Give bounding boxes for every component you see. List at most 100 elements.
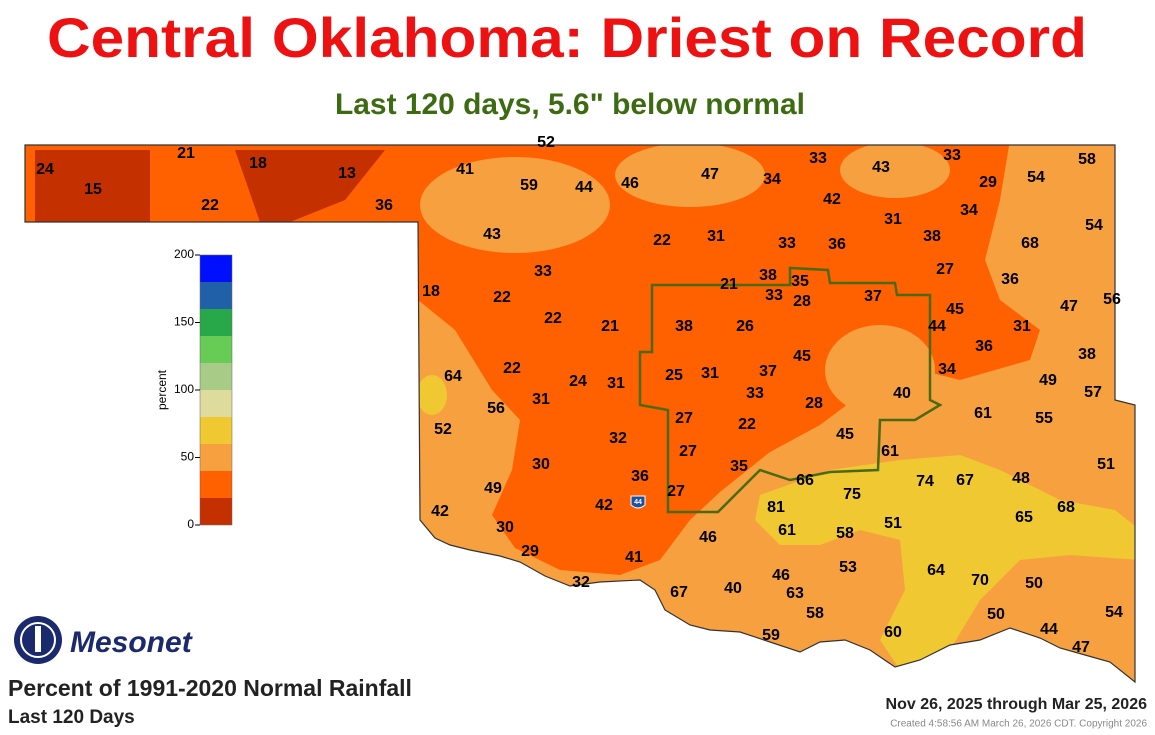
region-dry	[25, 145, 1040, 575]
station-value: 26	[736, 318, 754, 335]
station-value: 45	[946, 301, 964, 318]
station-labels: 24 15 21 22 18 13 36 52 41 59 44 46 47 33 34 43 33 29 54 58…	[36, 134, 1123, 656]
mesonet-logo: Mesonet	[14, 616, 194, 664]
station-value: 54	[1105, 604, 1123, 621]
station-value: 18	[422, 283, 440, 300]
station-value: 36	[975, 338, 993, 355]
station-value: 41	[625, 549, 643, 566]
shield-label: 44	[634, 499, 642, 506]
station-value: 56	[487, 400, 505, 417]
station-value: 45	[793, 348, 811, 365]
station-value: 67	[670, 584, 688, 601]
legend-tick-label: 200	[174, 247, 194, 261]
station-value: 18	[249, 155, 267, 172]
station-value: 35	[730, 458, 748, 475]
station-value: 65	[1015, 509, 1033, 526]
legend-swatch	[200, 336, 232, 363]
station-value: 59	[520, 177, 538, 194]
station-value: 67	[956, 472, 974, 489]
station-value: 64	[927, 562, 945, 579]
station-value: 58	[806, 605, 824, 622]
station-value: 57	[1084, 384, 1102, 401]
region	[840, 145, 950, 198]
station-value: 61	[974, 405, 992, 422]
legend-tick-label: 150	[174, 315, 194, 329]
station-value: 31	[707, 228, 725, 245]
station-value: 52	[434, 421, 452, 438]
station-value: 21	[177, 145, 195, 162]
station-value: 25	[665, 367, 683, 384]
station-value: 32	[609, 430, 627, 447]
station-value: 36	[631, 468, 649, 485]
station-value: 49	[484, 480, 502, 497]
shield-icon	[630, 495, 646, 509]
station-value: 15	[84, 181, 102, 198]
station-value: 54	[1027, 169, 1045, 186]
station-value: 31	[701, 365, 719, 382]
station-value: 58	[836, 525, 854, 542]
station-value: 27	[675, 410, 693, 427]
station-value: 61	[778, 522, 796, 539]
station-value: 46	[772, 567, 790, 584]
legend-swatch	[200, 390, 232, 417]
region	[825, 325, 935, 415]
station-value: 31	[884, 211, 902, 228]
station-value: 68	[1057, 499, 1075, 516]
station-value: 33	[778, 235, 796, 252]
station-value: 52	[537, 134, 555, 151]
period: Last 120 Days	[8, 707, 135, 728]
station-value: 58	[1078, 151, 1096, 168]
station-value: 48	[1012, 470, 1030, 487]
station-value: 29	[979, 174, 997, 191]
logo-icon	[20, 622, 56, 658]
region	[420, 157, 610, 253]
logo-text: Mesonet	[70, 626, 194, 659]
logo-icon	[35, 626, 41, 652]
legend-swatch	[200, 282, 232, 309]
station-value: 33	[765, 287, 783, 304]
station-value: 35	[791, 273, 809, 290]
central-oklahoma-outline	[638, 266, 943, 514]
station-value: 51	[884, 515, 902, 532]
station-value: 24	[36, 161, 54, 178]
legend-swatch	[200, 498, 232, 525]
legend-tick-label: 0	[187, 517, 194, 531]
station-value: 64	[444, 368, 462, 385]
interstate-shield: 44	[630, 495, 646, 509]
station-value: 50	[1025, 575, 1043, 592]
station-value: 47	[1060, 298, 1078, 315]
station-value: 63	[786, 585, 804, 602]
region-driest	[35, 150, 385, 222]
station-value: 46	[699, 529, 717, 546]
region	[615, 145, 765, 207]
station-value: 22	[653, 232, 671, 249]
station-value: 22	[503, 360, 521, 377]
station-value: 49	[1039, 372, 1057, 389]
station-value: 33	[746, 385, 764, 402]
station-value: 22	[201, 197, 219, 214]
station-value: 68	[1021, 235, 1039, 252]
station-value: 53	[839, 559, 857, 576]
station-value: 22	[493, 289, 511, 306]
station-value: 36	[1001, 271, 1019, 288]
station-value: 44	[928, 318, 946, 335]
station-value: 37	[759, 363, 777, 380]
station-value: 47	[1072, 639, 1090, 656]
station-value: 43	[483, 226, 501, 243]
station-value: 31	[607, 375, 625, 392]
station-value: 36	[375, 197, 393, 214]
station-value: 36	[828, 236, 846, 253]
station-value: 38	[1078, 346, 1096, 363]
station-value: 46	[621, 175, 639, 192]
legend-swatch	[200, 417, 232, 444]
region-wetter	[755, 455, 1135, 670]
station-value: 70	[971, 572, 989, 589]
legend-swatch	[200, 471, 232, 498]
station-value: 33	[534, 263, 552, 280]
station-value: 32	[572, 574, 590, 591]
state-outline	[24, 144, 1136, 684]
station-value: 74	[916, 473, 934, 490]
region-wetter	[417, 375, 447, 415]
legend-swatch	[200, 444, 232, 471]
